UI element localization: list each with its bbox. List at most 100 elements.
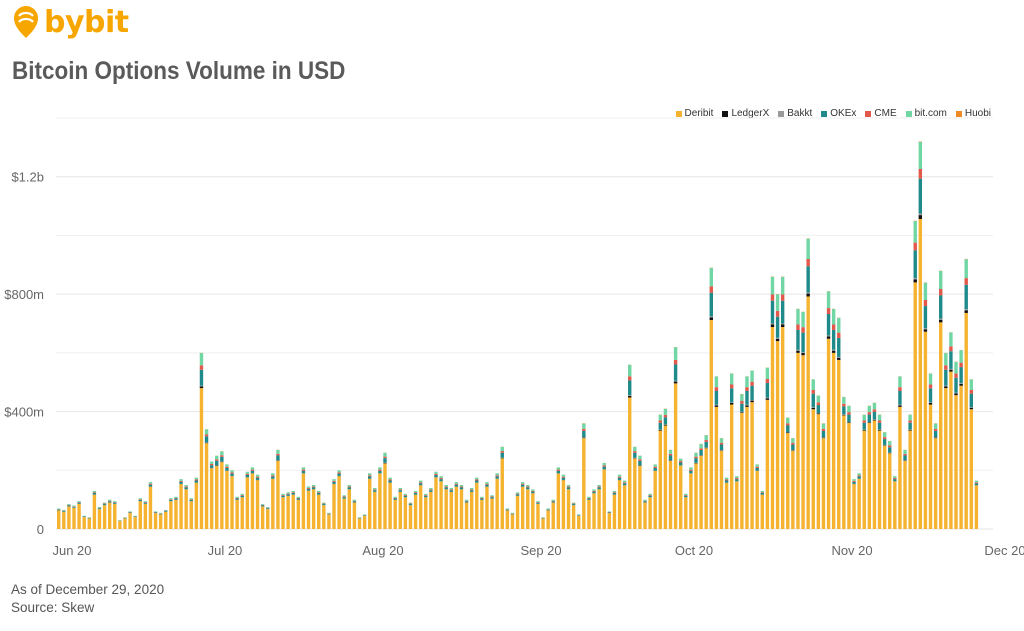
bar-segment xyxy=(57,508,61,510)
bar-segment xyxy=(791,444,795,451)
bar-stack xyxy=(964,258,968,529)
bar-segment xyxy=(760,492,764,495)
bar-stack xyxy=(735,476,739,529)
bar-segment xyxy=(765,398,770,400)
bar-segment xyxy=(587,497,591,499)
bar-segment xyxy=(959,383,963,384)
bar-segment xyxy=(923,328,928,330)
bar-stack xyxy=(729,373,734,529)
bar-segment xyxy=(898,406,902,529)
bar-segment xyxy=(464,499,469,501)
bar-stack xyxy=(153,511,158,529)
bar-stack xyxy=(72,505,76,529)
bar-segment xyxy=(271,478,275,529)
bar-segment xyxy=(867,414,872,422)
bar-segment xyxy=(602,465,606,467)
bar-stack xyxy=(408,502,413,529)
bar-stack xyxy=(485,482,489,529)
bar-stack xyxy=(388,477,392,529)
bar-segment xyxy=(199,386,204,389)
bar-segment xyxy=(913,221,917,243)
bar-segment xyxy=(536,503,540,529)
bar-segment xyxy=(337,470,341,473)
bar-segment xyxy=(128,512,132,514)
bar-stack xyxy=(383,452,387,529)
bar-segment xyxy=(714,404,719,406)
bar-stack xyxy=(82,515,86,529)
bar-segment xyxy=(923,331,928,529)
bar-segment xyxy=(826,291,831,309)
bar-segment xyxy=(62,509,66,511)
bar-stack xyxy=(847,405,851,529)
bar-segment xyxy=(67,504,71,505)
legend-swatch xyxy=(722,110,729,117)
bar-segment xyxy=(842,406,846,415)
bar-segment xyxy=(755,470,759,529)
bar-segment xyxy=(373,489,377,491)
bar-segment xyxy=(153,511,158,513)
bar-segment xyxy=(765,399,770,529)
bar-segment xyxy=(877,420,882,423)
legend-swatch xyxy=(778,110,785,117)
bar-segment xyxy=(296,497,301,499)
bar-segment xyxy=(837,359,841,529)
bar-segment xyxy=(831,350,836,353)
bar-segment xyxy=(831,324,836,330)
bar-segment xyxy=(750,385,754,400)
bar-segment xyxy=(245,477,250,529)
bar-segment xyxy=(245,471,250,474)
bar-stack xyxy=(597,485,601,529)
bar-segment xyxy=(322,502,326,504)
bar-segment xyxy=(918,213,923,216)
bar-segment xyxy=(388,477,392,480)
bar-segment xyxy=(745,376,749,388)
bybit-logo: bybit xyxy=(10,4,129,40)
bar-segment xyxy=(689,473,693,529)
bar-stack xyxy=(199,352,204,529)
bar-segment xyxy=(271,475,275,477)
bar-segment xyxy=(673,383,678,529)
bar-segment xyxy=(913,282,917,529)
bar-segment xyxy=(796,309,800,325)
bar-segment xyxy=(862,430,866,529)
bar-segment xyxy=(158,514,163,529)
bar-segment xyxy=(515,494,520,496)
bar-segment xyxy=(317,492,321,495)
bar-segment xyxy=(255,477,260,480)
bar-segment xyxy=(480,496,484,498)
bar-segment xyxy=(500,452,504,458)
bar-segment xyxy=(102,504,107,506)
bar-segment xyxy=(704,441,708,448)
bar-segment xyxy=(633,451,637,453)
bar-segment xyxy=(204,436,209,443)
bar-stack xyxy=(577,514,581,529)
bar-segment xyxy=(689,467,693,470)
bar-segment xyxy=(592,489,596,491)
bar-segment xyxy=(102,503,107,505)
bar-segment xyxy=(485,484,489,487)
bar-segment xyxy=(709,317,713,320)
footer: As of December 29, 2020 Source: Skew xyxy=(11,581,164,617)
bar-segment xyxy=(918,168,923,179)
bar-segment xyxy=(266,508,270,510)
bar-stack xyxy=(123,517,127,529)
bar-segment xyxy=(949,332,953,347)
bar-segment xyxy=(597,485,601,487)
bar-segment xyxy=(842,415,846,529)
bar-segment xyxy=(735,476,739,479)
bar-segment xyxy=(638,465,642,529)
bar-segment xyxy=(719,444,724,451)
x-tick-label: Aug 20 xyxy=(362,543,403,558)
bar-segment xyxy=(954,393,958,396)
bar-segment xyxy=(209,465,214,468)
bar-segment xyxy=(434,473,438,475)
source-note: Source: Skew xyxy=(11,600,95,615)
bar-segment xyxy=(475,482,479,529)
bar-segment xyxy=(847,422,851,529)
bar-stack xyxy=(245,471,250,529)
bar-stack xyxy=(582,423,586,529)
bar-segment xyxy=(327,512,331,514)
bar-segment xyxy=(97,507,102,508)
bar-segment xyxy=(806,292,810,294)
bar-segment xyxy=(750,370,754,382)
